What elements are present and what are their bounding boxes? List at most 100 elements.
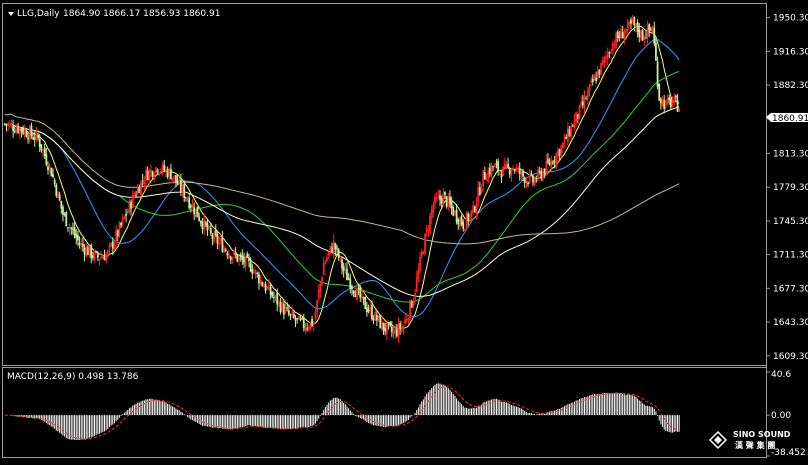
candle-body <box>562 142 564 148</box>
candle-body <box>646 25 649 38</box>
candle-body <box>176 180 179 185</box>
candle-body <box>148 170 151 181</box>
candle-body <box>507 163 509 167</box>
candle-body <box>468 214 471 221</box>
candle-body <box>600 62 603 74</box>
candle-body <box>35 131 38 138</box>
candle-body <box>575 111 578 122</box>
candle-body <box>155 167 157 173</box>
candle-body <box>229 256 232 260</box>
candle-body <box>336 247 338 249</box>
candle-body <box>116 230 119 237</box>
candle-body <box>580 101 583 106</box>
candle-body <box>356 287 358 300</box>
candle-body <box>374 311 377 321</box>
candle-body <box>650 28 652 30</box>
macd-axis: 40.6 0.00 -38.452 <box>766 370 806 458</box>
candle-body <box>70 227 73 229</box>
candle-body <box>239 254 242 257</box>
candle-body <box>437 196 440 198</box>
candle-body <box>552 162 554 164</box>
candle-body <box>668 97 671 101</box>
candle-body <box>508 169 511 175</box>
candle-body <box>289 314 292 316</box>
ma-white-line <box>4 106 680 297</box>
logo-text-en: SINO SOUND <box>733 430 791 439</box>
candle-body <box>676 99 679 112</box>
ma-fast-line <box>4 25 680 330</box>
candle-body <box>424 233 426 255</box>
candle-body <box>375 314 378 321</box>
candle-body <box>331 247 333 253</box>
candle-body <box>198 216 201 221</box>
candle-body <box>414 293 416 300</box>
candle-body <box>319 283 322 293</box>
candle-body <box>91 255 94 258</box>
price-tick-label: 1779.30 <box>773 183 808 193</box>
candle-body <box>404 319 407 325</box>
candle-body <box>538 170 541 172</box>
candle-body <box>3 123 6 125</box>
candle-body <box>191 204 194 209</box>
candle-body <box>659 98 662 104</box>
candle-body <box>7 123 10 126</box>
candle-body <box>268 284 270 290</box>
candle-body <box>317 290 320 299</box>
candle-body <box>638 29 641 37</box>
candle-body <box>420 251 423 256</box>
candle-body <box>98 259 101 261</box>
candle-body <box>324 261 327 264</box>
candle-body <box>166 169 169 178</box>
candle-body <box>296 317 299 319</box>
candle-body <box>472 204 475 213</box>
candle-body <box>58 194 61 201</box>
candle-body <box>307 327 310 330</box>
candle-body <box>120 222 122 226</box>
candle-body <box>111 241 114 249</box>
candle-body <box>329 246 332 252</box>
candle-body <box>361 294 363 299</box>
candle-body <box>440 197 443 204</box>
dropdown-triangle-icon[interactable] <box>8 12 14 16</box>
candle-body <box>385 322 388 334</box>
candle-body <box>209 228 212 234</box>
macd-tick-label: -38.452 <box>771 448 806 458</box>
candle-body <box>218 241 220 245</box>
candle-body <box>528 174 531 183</box>
ma-blue-line <box>4 38 680 318</box>
candle-body <box>661 99 664 106</box>
candle-body <box>241 255 244 260</box>
candle-body <box>43 147 46 156</box>
candle-body <box>512 167 514 170</box>
candle-body <box>95 251 98 253</box>
candle-body <box>173 175 176 179</box>
candle-body <box>77 235 79 241</box>
candle-body <box>442 193 445 206</box>
candle-body <box>648 24 651 31</box>
candle-body <box>223 247 225 253</box>
candle-body <box>359 286 362 298</box>
candle-body <box>492 166 495 168</box>
candle-body <box>68 226 71 229</box>
candle-body <box>601 60 604 64</box>
current-price-marker: 1860.91 <box>766 113 808 124</box>
candle-body <box>450 201 453 209</box>
candle-body <box>334 243 337 250</box>
candle-body <box>158 172 161 174</box>
candle-body <box>625 29 627 33</box>
candle-body <box>37 134 39 139</box>
candle-body <box>216 234 219 244</box>
candle-body <box>432 204 435 213</box>
candle-body <box>199 220 202 224</box>
candle-body <box>382 322 385 331</box>
candle-body <box>226 252 229 256</box>
candle-body <box>141 180 144 182</box>
candle-body <box>522 171 524 177</box>
candle-body <box>578 104 581 120</box>
candle-body <box>477 187 480 203</box>
candle-body <box>224 249 227 251</box>
candle-body <box>503 164 506 168</box>
candle-body <box>387 323 390 325</box>
